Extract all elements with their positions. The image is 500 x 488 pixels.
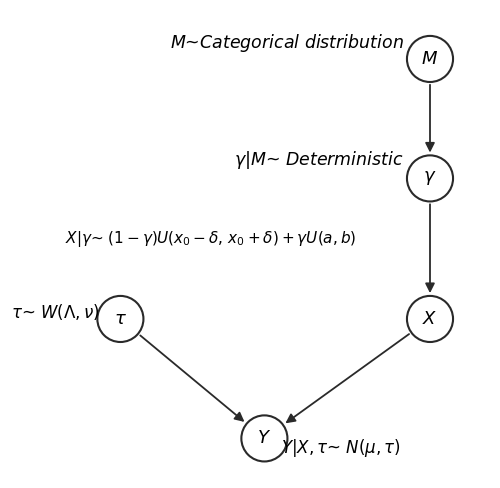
Text: $X|\gamma$~ $(1-\gamma)U(x_0-\delta,\, x_0+\delta) + \gamma U(a, b)$: $X|\gamma$~ $(1-\gamma)U(x_0-\delta,\, x…	[65, 229, 356, 249]
Text: $Y|X, \tau$~ $N(\mu, \tau)$: $Y|X, \tau$~ $N(\mu, \tau)$	[281, 437, 401, 459]
Text: $M$: $M$	[422, 50, 438, 68]
Ellipse shape	[407, 155, 453, 202]
Text: $X$: $X$	[422, 310, 438, 328]
Text: $\gamma|M$~ Deterministic: $\gamma|M$~ Deterministic	[234, 149, 404, 171]
Ellipse shape	[407, 36, 453, 82]
Text: $\tau$: $\tau$	[114, 310, 127, 328]
Text: $\tau$~ $W(\Lambda,\nu)$: $\tau$~ $W(\Lambda,\nu)$	[12, 302, 100, 322]
Text: $M$~Categorical distribution: $M$~Categorical distribution	[170, 32, 404, 54]
Text: $Y$: $Y$	[258, 429, 272, 447]
Ellipse shape	[407, 296, 453, 342]
Ellipse shape	[98, 296, 144, 342]
Text: $\gamma$: $\gamma$	[424, 169, 436, 187]
Ellipse shape	[242, 415, 288, 462]
